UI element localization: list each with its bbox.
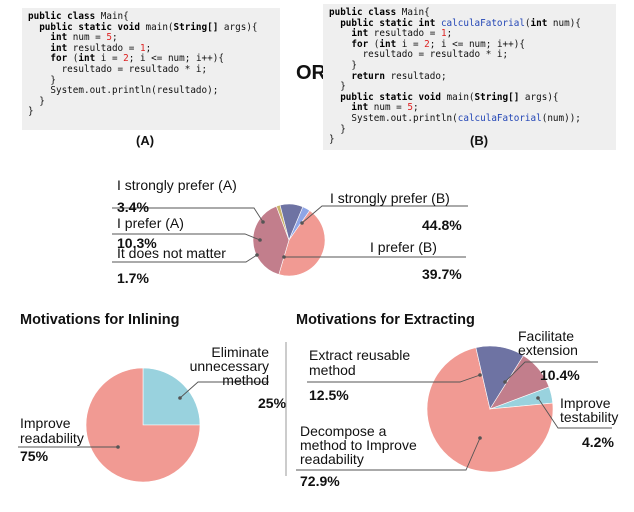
pie2-slice-1: [426, 347, 554, 473]
code-line: }: [329, 81, 346, 93]
pie1-leader-1-dot: [116, 445, 120, 449]
code-line: public static void main(String[] args){: [329, 91, 559, 103]
code-line: }: [329, 123, 346, 135]
or-label: OR: [296, 62, 326, 84]
code-line: public class Main{: [28, 11, 129, 22]
pie1-value-1: 75%: [20, 448, 49, 464]
pie2-leader-0-dot: [536, 396, 540, 400]
pie2-label-3-line2: extension: [518, 342, 578, 358]
pie2-label-1-line1: Decompose a: [300, 423, 387, 439]
code-line: public static int calculaFatorial(int nu…: [329, 17, 581, 29]
extracting-chart-title: Motivations for Extracting: [296, 312, 475, 328]
pie0-leader-0-dot: [300, 221, 304, 225]
pie2-label-2-line1: Extract reusable: [309, 347, 410, 363]
pie0-leader-1-dot: [282, 255, 286, 259]
code-line: System.out.println(resultado);: [28, 85, 219, 97]
pie1-leader-0: [179, 381, 269, 399]
pie1-slice-0: [142, 367, 201, 426]
inlining-chart-title: Motivations for Inlining: [20, 312, 180, 328]
pie0-value-4: 3.4%: [117, 199, 149, 215]
code-b-caption: (B): [470, 133, 489, 148]
pie0-value-3: 10.3%: [117, 235, 157, 251]
pie0-leader-3: [112, 233, 261, 241]
pie1-label-0-line2: unnecessary: [190, 358, 269, 374]
pie0-label-1: I prefer (B): [370, 239, 437, 255]
pie2-leader-0: [537, 397, 612, 429]
pie0-leader-0: [301, 205, 468, 224]
pie0-value-2: 1.7%: [117, 270, 149, 286]
pie0-label-4: I strongly prefer (A): [117, 177, 237, 193]
pie2-value-3: 10.4%: [540, 367, 580, 383]
code-snippet-a: public class Main{ public static void ma…: [22, 8, 280, 130]
code-line: resultado = resultado * i;: [329, 49, 509, 61]
pie2-slice-3: [489, 355, 550, 410]
code-line: return resultado;: [329, 70, 447, 82]
pie2-label-1-line3: readability: [300, 451, 364, 467]
pie2-leader-1: [296, 437, 481, 471]
code-line: }: [329, 134, 335, 146]
pie2-leader-3: [504, 361, 598, 383]
code-line: int resultado = 1;: [28, 42, 152, 54]
pie1-value-0: 25%: [258, 395, 287, 411]
code-snippet-b: public class Main{ public static int cal…: [323, 4, 616, 150]
pie1-label-0-line3: method: [222, 372, 269, 388]
code-line: public static void main(String[] args){: [28, 21, 258, 33]
pie2-value-2: 12.5%: [309, 387, 349, 403]
pie0-leader-2: [112, 254, 258, 263]
pie2-leader-2: [307, 374, 481, 383]
pie0-slice-4: [288, 206, 311, 241]
code-line: resultado = resultado * i;: [28, 63, 208, 75]
code-line: for (int i = 2; i <= num; i++){: [329, 38, 525, 50]
pie2-label-2-line2: method: [309, 362, 356, 378]
code-line: }: [28, 106, 34, 118]
code-line: for (int i = 2; i <= num; i++){: [28, 53, 224, 65]
code-line: }: [28, 74, 56, 86]
pie0-value-0: 44.8%: [422, 217, 462, 233]
code-line: public class Main{: [329, 7, 430, 18]
pie2-label-1-line2: method to Improve: [300, 437, 417, 453]
pie1-leader-0-dot: [178, 396, 182, 400]
pie0-leader-2-dot: [255, 253, 259, 257]
pie0-label-3: I prefer (A): [117, 215, 184, 231]
pie0-slice-0: [278, 210, 326, 277]
pie1-slice-1: [85, 367, 201, 483]
pie0-leader-4-dot: [261, 220, 265, 224]
pie2-leader-2-dot: [478, 373, 482, 377]
pie0-leader-4: [112, 207, 264, 223]
pie2-leader-3-dot: [503, 380, 507, 384]
pie0-label-2: It does not matter: [117, 245, 226, 261]
pie1-label-1-line2: readability: [20, 430, 84, 446]
pie2-value-0: 4.2%: [582, 434, 614, 450]
pie2-label-3-line1: Facilitate: [518, 328, 574, 344]
code-line: int resultado = 1;: [329, 28, 453, 40]
pie2-label-0-line1: Improve: [560, 395, 611, 411]
pie1-label-1-line1: Improve: [20, 415, 71, 431]
pie2-leader-1-dot: [478, 436, 482, 440]
pie1-label-0-line1: Eliminate: [211, 344, 269, 360]
pie0-label-0: I strongly prefer (B): [330, 190, 450, 206]
code-line: }: [28, 95, 45, 107]
pie2-value-1: 72.9%: [300, 473, 340, 489]
pie0-leader-3-dot: [258, 238, 262, 242]
pie2-label-0-line2: testability: [560, 409, 618, 425]
pie0-value-1: 39.7%: [422, 266, 462, 282]
code-line: }: [329, 59, 357, 71]
code-line: System.out.println(calculaFatorial(num))…: [329, 112, 581, 124]
code-line: int num = 5;: [28, 32, 118, 44]
code-line: int num = 5;: [329, 102, 419, 114]
code-a-caption: (A): [136, 133, 155, 148]
